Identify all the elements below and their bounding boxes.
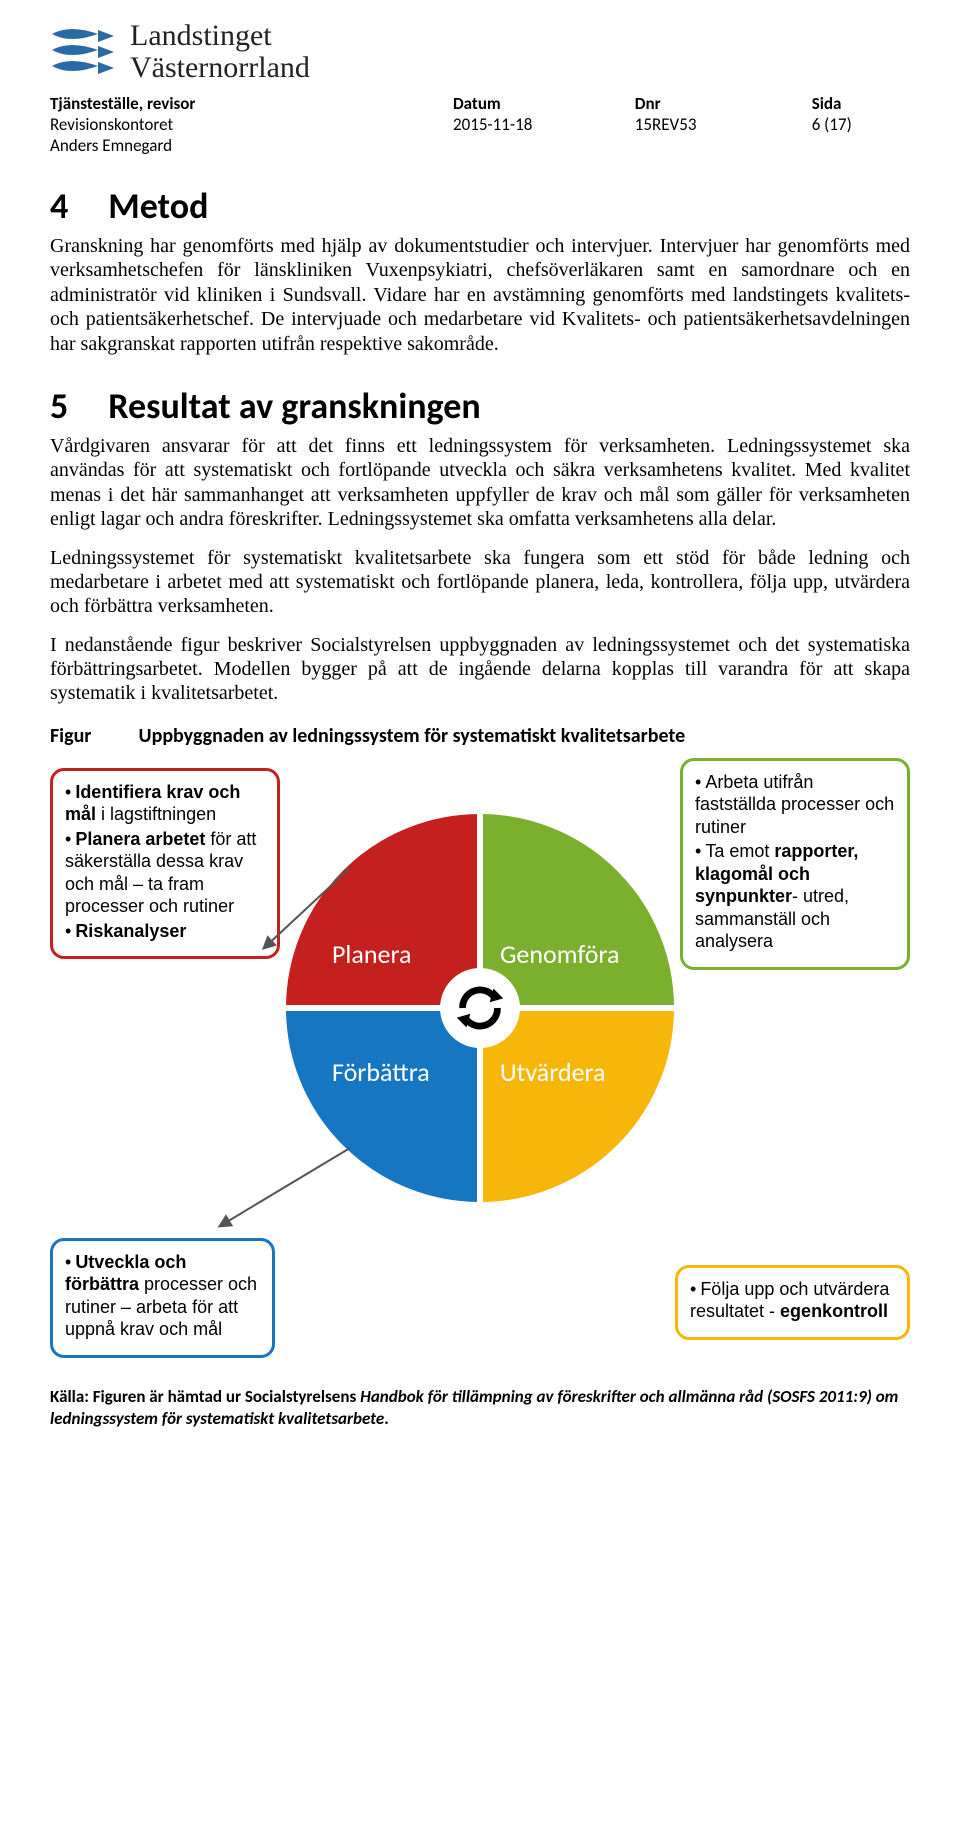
logo-icon [50, 28, 116, 76]
logo-text: Landstinget Västernorrland [130, 20, 310, 83]
pie-chart: Planera Genomföra Förbättra Utvärdera [280, 808, 680, 1208]
figure-source: Källa: Figuren är hämtad ur Socialstyrel… [50, 1386, 910, 1430]
meta-h4: Sida [812, 93, 910, 114]
meta-v4: 6 (17) [812, 114, 910, 135]
sec5-p2: Ledningssystemet för systematiskt kvalit… [50, 546, 910, 619]
meta-h1: Tjänsteställe, revisor [50, 93, 453, 114]
callout-utvardera: Följa upp och utvärdera resultatet - ege… [675, 1265, 910, 1340]
heading-5-title: Resultat av granskningen [108, 384, 480, 428]
meta-v2: 2015-11-18 [453, 114, 635, 135]
heading-4-title: Metod [108, 184, 208, 228]
heading-4: 4 Metod [50, 184, 910, 228]
meta-h3: Dnr [635, 93, 812, 114]
pie-label-genomfora: Genomföra [500, 938, 619, 970]
meta-v3: 15REV53 [635, 114, 812, 135]
callout-genomfora: Arbeta utifrån fastställda processer och… [680, 758, 910, 970]
genomfora-l2a: Ta emot [705, 841, 774, 861]
genomfora-l1: Arbeta utifrån fastställda processer och… [695, 771, 895, 839]
logo-block: Landstinget Västernorrland [50, 20, 910, 83]
heading-5-num: 5 [50, 384, 68, 428]
sec5-p1: Vårdgivaren ansvarar för att det finns e… [50, 434, 910, 532]
logo-line2: Västernorrland [130, 51, 310, 84]
meta-h2: Datum [453, 93, 635, 114]
pie-label-forbattra: Förbättra [332, 1056, 430, 1088]
planera-l2b: Planera arbetet [75, 829, 205, 849]
meta-v1b: Anders Emnegard [50, 135, 453, 156]
heading-4-num: 4 [50, 184, 68, 228]
pdca-diagram: Identifiera krav och mål i lagstiftninge… [50, 758, 910, 1368]
planera-l1t: i lagstiftningen [96, 804, 216, 824]
pie-label-utvardera: Utvärdera [500, 1056, 606, 1088]
pie-label-planera: Planera [332, 938, 411, 970]
meta-v1a: Revisionskontoret [50, 114, 453, 135]
source-post: . [384, 1408, 389, 1429]
cycle-arrows-icon [440, 968, 520, 1048]
planera-l3b: Riskanalyser [75, 921, 186, 941]
heading-5: 5 Resultat av granskningen [50, 384, 910, 428]
source-pre: Källa: Figuren är hämtad ur Socialstyrel… [50, 1386, 360, 1407]
callout-forbattra: Utveckla och förbättra processer och rut… [50, 1238, 275, 1358]
logo-line1: Landstinget [130, 19, 272, 52]
sec5-p3: I nedanstående figur beskriver Socialsty… [50, 633, 910, 706]
figure-title: Uppbyggnaden av ledningssystem för syste… [139, 724, 686, 748]
figure-label-row: Figur Uppbyggnaden av ledningssystem för… [50, 724, 910, 748]
doc-meta: Tjänsteställe, revisor Revisionskontoret… [50, 93, 910, 156]
utvardera-l1b: egenkontroll [780, 1301, 888, 1321]
figure-word: Figur [50, 724, 134, 748]
callout-planera: Identifiera krav och mål i lagstiftninge… [50, 768, 280, 960]
sec4-p1: Granskning har genomförts med hjälp av d… [50, 234, 910, 356]
